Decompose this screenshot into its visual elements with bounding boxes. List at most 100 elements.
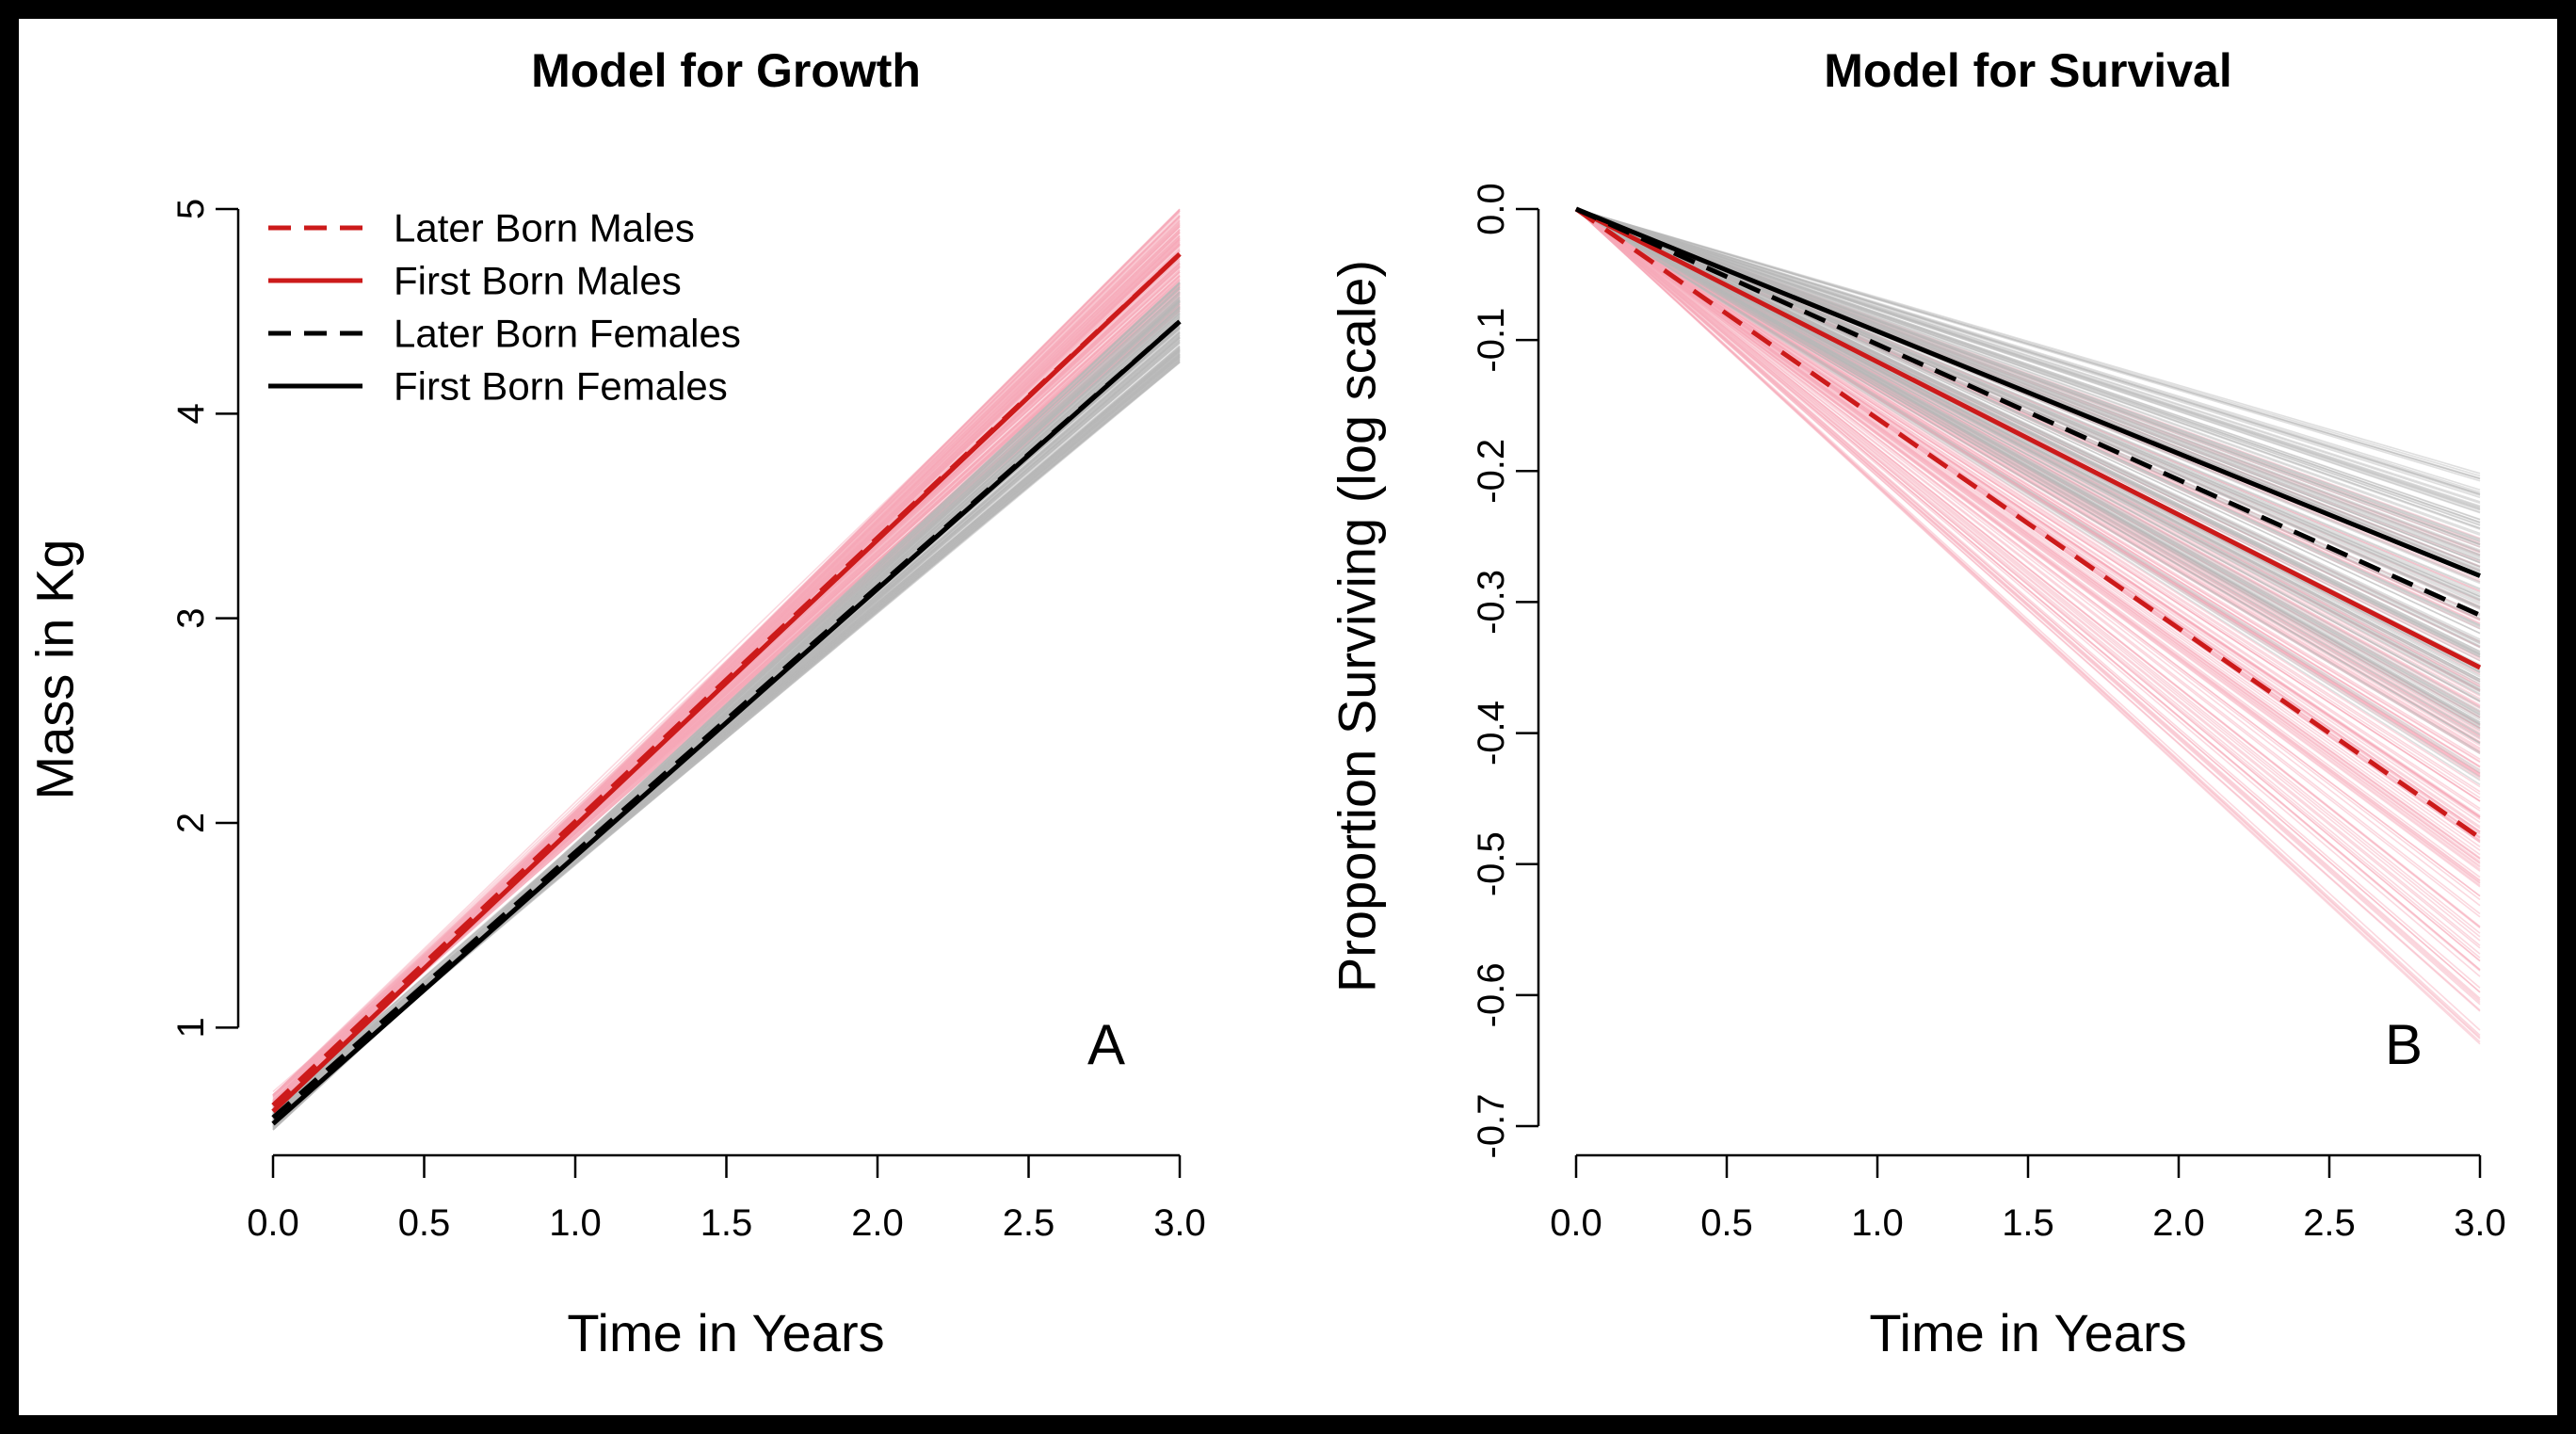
band-line-later-born-females — [1575, 208, 2481, 695]
band-line-later-born-males — [272, 278, 1181, 1096]
band-line-later-born-females — [272, 349, 1181, 1110]
band-line-later-born-males — [272, 210, 1181, 1116]
band-line-later-born-males — [1575, 208, 2481, 691]
band-line-first-born-males — [1575, 208, 2481, 544]
band-line-later-born-males — [272, 294, 1181, 1097]
band-line-later-born-males — [272, 310, 1181, 1096]
band-line-first-born-females — [1575, 208, 2481, 640]
band-line-later-born-males — [272, 291, 1181, 1097]
band-line-first-born-males — [1575, 208, 2481, 760]
x-tick-label: 2.0 — [851, 1202, 904, 1244]
band-line-later-born-females — [1575, 208, 2481, 774]
x-tick-label: 0.5 — [398, 1202, 451, 1244]
band-line-first-born-females — [1575, 208, 2481, 496]
band-line-later-born-females — [1575, 208, 2481, 514]
band-line-later-born-females — [1575, 208, 2481, 745]
band-line-later-born-males — [1575, 208, 2481, 1012]
band-line-first-born-females — [1575, 208, 2481, 685]
y-axis: 1 2 3 4 5 — [170, 199, 240, 1038]
band-line-later-born-males — [1575, 208, 2481, 737]
band-line-later-born-females — [1575, 208, 2481, 712]
band-line-later-born-females — [1575, 208, 2481, 521]
band-line-later-born-males — [1575, 208, 2481, 777]
band-line-later-born-males — [272, 280, 1181, 1096]
band-line-first-born-males — [272, 238, 1181, 1103]
band-line-first-born-males — [272, 280, 1181, 1103]
band-line-later-born-males — [1575, 208, 2481, 977]
band-line-later-born-males — [1575, 208, 2481, 740]
band-line-first-born-males — [1575, 208, 2481, 553]
band-line-later-born-males — [272, 301, 1181, 1098]
band-line-first-born-females — [1575, 208, 2481, 628]
band-line-first-born-males — [272, 223, 1181, 1115]
band-line-first-born-females — [1575, 208, 2481, 510]
band-line-later-born-females — [1575, 208, 2481, 718]
band-line-first-born-males — [1575, 208, 2481, 744]
band-line-first-born-males — [1575, 208, 2481, 736]
band-line-later-born-females — [272, 300, 1181, 1121]
band-line-later-born-males — [1575, 208, 2481, 1037]
band-line-later-born-females — [272, 313, 1181, 1118]
band-line-later-born-males — [272, 286, 1181, 1096]
band-line-first-born-females — [1575, 208, 2481, 713]
band-line-later-born-males — [272, 282, 1181, 1098]
band-line-later-born-males — [272, 209, 1181, 1115]
band-line-later-born-males — [1575, 208, 2481, 775]
band-line-later-born-males — [272, 274, 1181, 1104]
x-tick-label: 1.0 — [549, 1202, 602, 1244]
band-line-later-born-females — [1575, 208, 2481, 653]
band-line-first-born-males — [1575, 208, 2481, 793]
band-line-later-born-males — [1575, 208, 2481, 955]
band-line-later-born-males — [272, 224, 1181, 1113]
band-line-later-born-females — [272, 340, 1181, 1113]
y-axis: 0.0 -0.1 -0.2 -0.3 -0.4 -0.5 -0.6 -0.7 — [1471, 183, 1540, 1158]
band-line-later-born-females — [1575, 208, 2481, 702]
x-tick-label: 1.5 — [700, 1202, 753, 1244]
band-line-first-born-males — [1575, 208, 2481, 687]
band-line-later-born-females — [1575, 208, 2481, 745]
y-tick-label: 3 — [170, 608, 212, 629]
band-line-later-born-males — [1575, 208, 2481, 867]
band-line-later-born-males — [272, 238, 1181, 1108]
band-line-later-born-females — [272, 287, 1181, 1122]
band-line-later-born-males — [1575, 208, 2481, 810]
band-line-first-born-females — [1575, 208, 2481, 475]
band-line-first-born-females — [1575, 208, 2481, 715]
band-line-first-born-males — [1575, 208, 2481, 540]
band-line-later-born-females — [272, 296, 1181, 1121]
band-line-later-born-males — [1575, 208, 2481, 868]
band-line-later-born-males — [272, 304, 1181, 1096]
y-tick-label: -0.2 — [1471, 439, 1512, 504]
band-line-later-born-males — [272, 244, 1181, 1106]
band-line-first-born-females — [1575, 208, 2481, 545]
band-line-later-born-males — [1575, 208, 2481, 946]
band-line-later-born-females — [272, 296, 1181, 1120]
band-line-later-born-females — [272, 351, 1181, 1110]
legend-label: First Born Females — [394, 364, 728, 409]
band-line-first-born-males — [1575, 208, 2481, 727]
band-line-later-born-females — [1575, 208, 2481, 635]
band-line-first-born-females — [1575, 208, 2481, 477]
band-line-later-born-males — [1575, 208, 2481, 989]
band-line-later-born-males — [1575, 208, 2481, 897]
band-line-later-born-males — [272, 216, 1181, 1112]
legend: Later Born Males First Born Males Later Bo… — [268, 206, 741, 409]
band-line-later-born-males — [1575, 208, 2481, 971]
band-line-later-born-males — [1575, 208, 2481, 993]
band-line-later-born-males — [1575, 208, 2481, 884]
band-line-later-born-males — [1575, 208, 2481, 702]
band-line-later-born-females — [272, 350, 1181, 1112]
band-line-first-born-females — [1575, 208, 2481, 653]
band-line-later-born-males — [1575, 208, 2481, 1043]
band-line-later-born-males — [272, 298, 1181, 1096]
band-line-first-born-females — [1575, 208, 2481, 529]
band-line-first-born-males — [1575, 208, 2481, 625]
band-line-first-born-females — [1575, 208, 2481, 540]
band-line-first-born-females — [1575, 208, 2481, 521]
band-line-first-born-males — [1575, 208, 2481, 556]
x-tick-label: 0.0 — [1550, 1202, 1602, 1244]
band-line-later-born-males — [272, 275, 1181, 1103]
band-line-first-born-males — [1575, 208, 2481, 713]
